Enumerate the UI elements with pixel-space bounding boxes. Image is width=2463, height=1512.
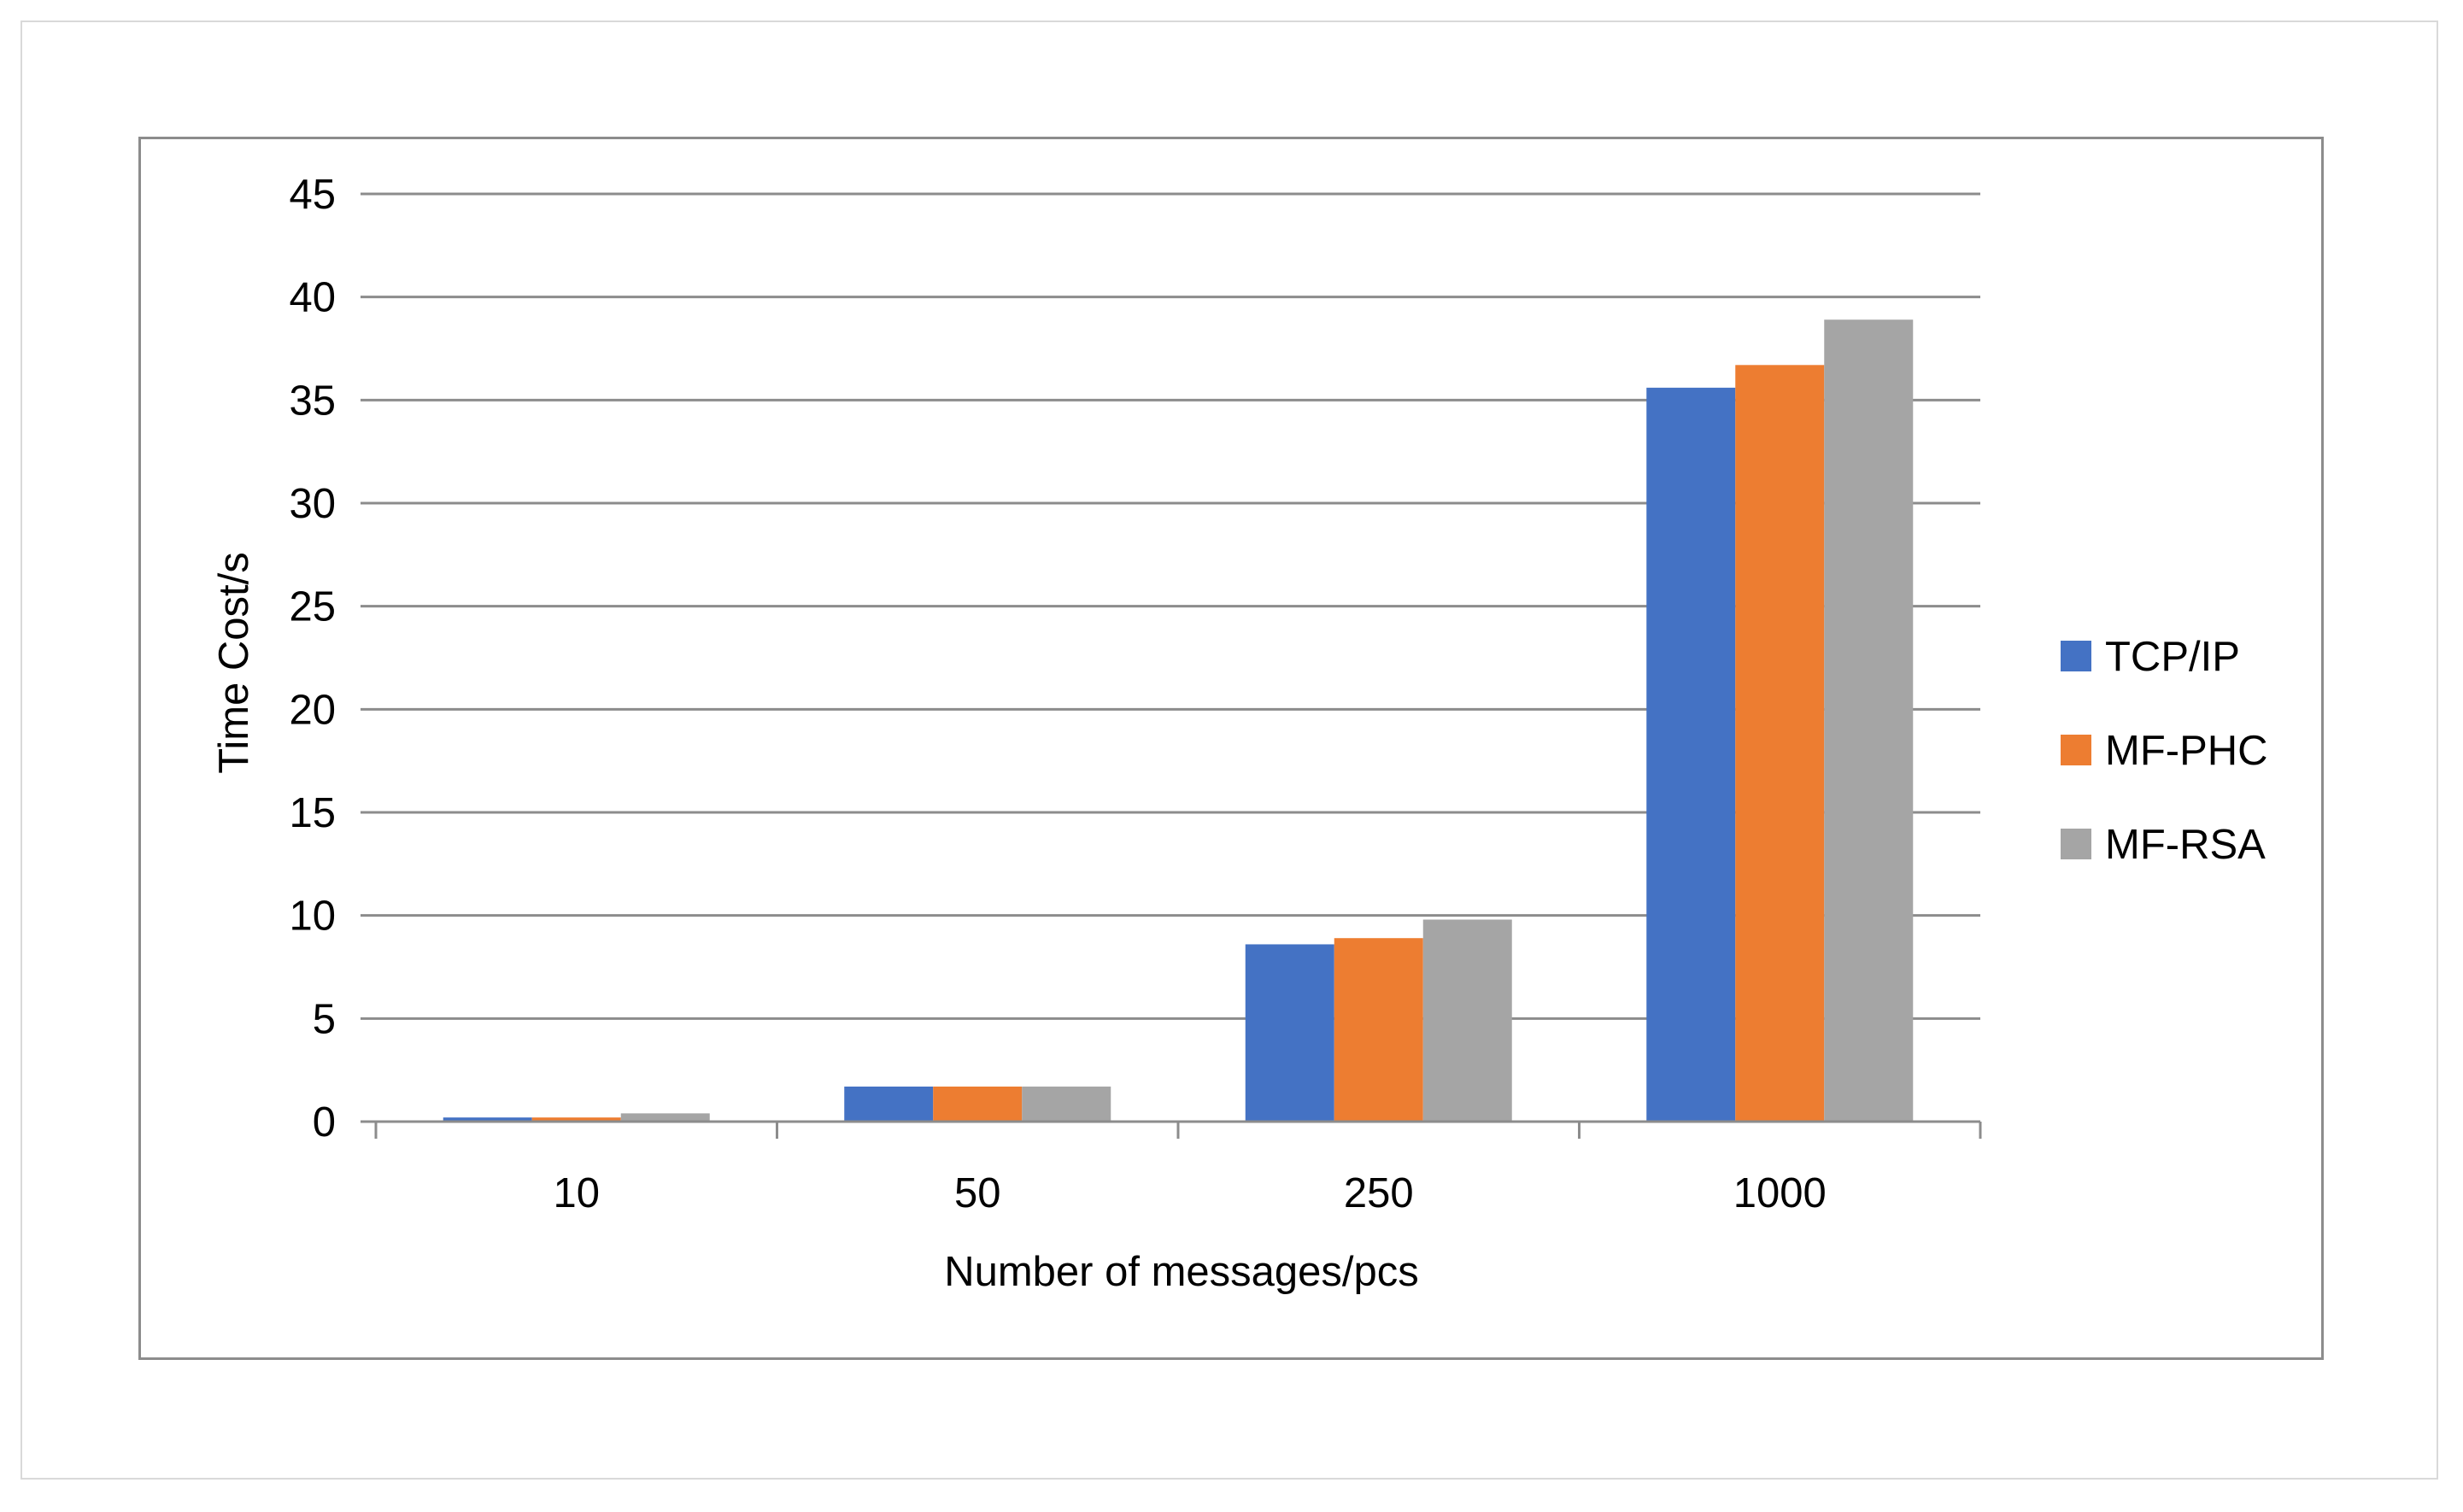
bar-tcp-ip-10 bbox=[443, 1117, 532, 1122]
legend-label: MF-RSA bbox=[2105, 822, 2266, 868]
y-tick-label: 30 bbox=[289, 481, 336, 527]
y-tick-label: 0 bbox=[313, 1099, 336, 1146]
y-axis-tick-labels: 0 5 10 15 20 25 30 35 40 45 bbox=[289, 172, 336, 1146]
bar-mf-rsa-250 bbox=[1422, 919, 1512, 1122]
bar-tcp-ip-250 bbox=[1245, 944, 1334, 1122]
y-tick-label: 45 bbox=[289, 172, 336, 218]
figure-frame bbox=[21, 21, 2438, 1480]
x-tick-label: 250 bbox=[1344, 1170, 1414, 1216]
chart-area bbox=[138, 137, 2324, 1360]
x-tick-label: 50 bbox=[954, 1170, 1001, 1216]
y-tick-label: 15 bbox=[289, 790, 336, 836]
bars bbox=[443, 319, 1914, 1122]
legend: TCP/IP MF-PHC MF-RSA bbox=[2061, 634, 2268, 868]
x-axis-tick-labels: 10 50 250 1000 bbox=[553, 1170, 1826, 1216]
y-tick-label: 25 bbox=[289, 584, 336, 630]
legend-swatch bbox=[2061, 735, 2091, 765]
bar-mf-phc-250 bbox=[1334, 938, 1423, 1122]
bar-tcp-ip-50 bbox=[844, 1086, 934, 1122]
y-tick-label: 5 bbox=[313, 996, 336, 1042]
bar-mf-phc-50 bbox=[933, 1086, 1023, 1122]
y-tick-label: 20 bbox=[289, 687, 336, 733]
bar-mf-phc-1000 bbox=[1735, 365, 1825, 1122]
legend-swatch bbox=[2061, 641, 2091, 671]
bar-mf-phc-10 bbox=[531, 1117, 621, 1122]
y-tick-label: 10 bbox=[289, 894, 336, 940]
bar-mf-rsa-10 bbox=[620, 1113, 710, 1122]
y-tick-label: 35 bbox=[289, 378, 336, 424]
x-tick-label: 1000 bbox=[1733, 1170, 1827, 1216]
y-axis-title: Time Cost/s bbox=[211, 552, 257, 774]
bar-mf-rsa-50 bbox=[1022, 1086, 1111, 1122]
bar-mf-rsa-1000 bbox=[1824, 319, 1914, 1122]
legend-label: MF-PHC bbox=[2105, 728, 2268, 774]
x-axis bbox=[361, 1120, 1982, 1139]
y-tick-label: 40 bbox=[289, 275, 336, 321]
legend-swatch bbox=[2061, 829, 2091, 859]
x-axis-title: Number of messages/pcs bbox=[944, 1249, 1419, 1295]
x-tick-label: 10 bbox=[553, 1170, 600, 1216]
legend-label: TCP/IP bbox=[2105, 634, 2240, 680]
bar-tcp-ip-1000 bbox=[1646, 387, 1736, 1122]
